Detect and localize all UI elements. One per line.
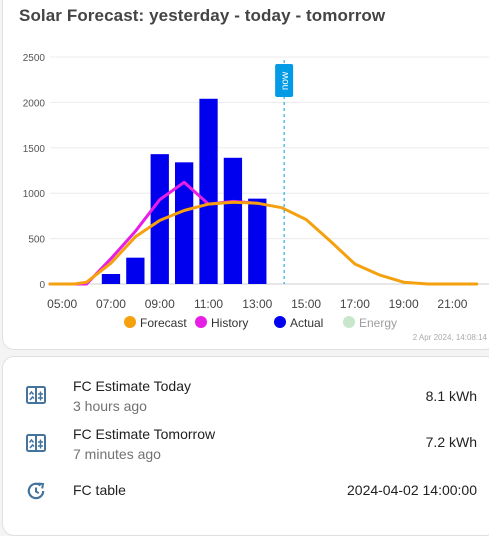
chart-timestamp: 2 Apr 2024, 14:08:14 xyxy=(413,333,488,342)
x-tick-label: 11:00 xyxy=(194,297,223,311)
x-tick-label: 05:00 xyxy=(47,297,77,311)
entity-last-changed: 3 hours ago xyxy=(73,398,147,414)
entity-name: FC Estimate Tomorrow xyxy=(73,426,216,442)
y-tick-label: 0 xyxy=(39,280,45,291)
y-tick-label: 500 xyxy=(28,235,45,246)
x-tick-label: 19:00 xyxy=(389,297,419,311)
forecast-chart-card: Solar Forecast: yesterday - today - tomo… xyxy=(2,0,489,350)
x-tick-label: 07:00 xyxy=(96,297,126,311)
history-clock-icon xyxy=(27,482,45,500)
entity-row-fc-estimate-tomorrow[interactable]: FC Estimate Tomorrow 7 minutes ago 7.2 k… xyxy=(0,421,489,465)
forecast-line xyxy=(48,200,479,286)
legend-label-energy: Energy xyxy=(359,316,397,330)
chart-table-icon xyxy=(26,434,46,452)
actual-bar xyxy=(248,198,267,284)
x-tick-label: 13:00 xyxy=(242,297,272,311)
entity-state: 7.2 kWh xyxy=(425,434,477,450)
actual-bar xyxy=(223,157,243,284)
entity-state: 2024-04-02 14:00:00 xyxy=(347,482,477,498)
forecast-chart: 0 500 1000 1500 2000 2500 05:00 07:00 09:00 11:00… xyxy=(23,53,489,342)
y-tick-label: 2000 xyxy=(23,98,46,109)
legend-swatch xyxy=(343,316,355,328)
legend-swatch xyxy=(274,316,286,328)
x-tick-label: 21:00 xyxy=(437,297,467,311)
entities-card xyxy=(2,356,489,536)
entity-row-fc-estimate-today[interactable]: FC Estimate Today 3 hours ago 8.1 kWh xyxy=(0,373,489,417)
card-title: Solar Forecast: yesterday - today - tomo… xyxy=(19,6,386,25)
legend-label-history: History xyxy=(211,316,248,330)
now-badge xyxy=(275,64,294,97)
entity-row-fc-table[interactable]: FC table 2024-04-02 14:00:00 xyxy=(0,469,489,513)
entity-name: FC Estimate Today xyxy=(73,378,192,394)
chart-table-icon xyxy=(26,386,46,404)
x-tick-label: 17:00 xyxy=(340,297,370,311)
x-tick-label: 15:00 xyxy=(291,297,321,311)
actual-bar xyxy=(199,98,218,284)
entity-name: FC table xyxy=(73,482,126,498)
legend-label-forecast: Forecast xyxy=(140,316,187,330)
actual-bar xyxy=(126,257,145,284)
entity-state: 8.1 kWh xyxy=(425,388,477,404)
now-label: now xyxy=(280,71,291,90)
actual-bar xyxy=(101,274,121,284)
y-tick-label: 2500 xyxy=(23,53,46,64)
legend-swatch xyxy=(195,316,207,328)
x-tick-label: 09:00 xyxy=(145,297,175,311)
legend-swatch xyxy=(124,316,136,328)
y-tick-label: 1000 xyxy=(23,189,46,200)
actual-bar xyxy=(174,162,194,284)
entity-last-changed: 7 minutes ago xyxy=(73,446,161,462)
y-tick-label: 1500 xyxy=(23,144,46,155)
legend-label-actual: Actual xyxy=(290,316,323,330)
